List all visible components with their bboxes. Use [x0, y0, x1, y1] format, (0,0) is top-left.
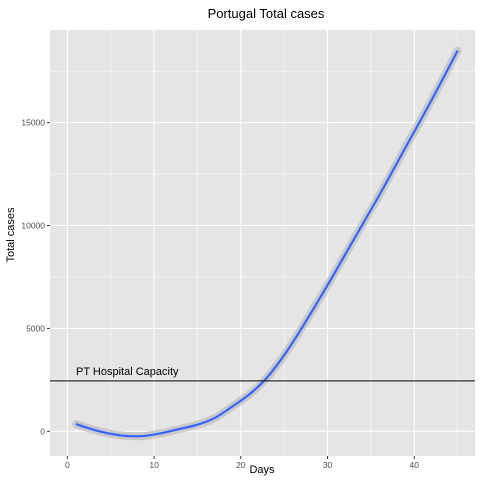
x-axis-title: Days [249, 464, 275, 476]
y-tick-label: 5000 [26, 323, 45, 333]
x-tick-label: 0 [65, 460, 70, 470]
x-tick-label: 30 [323, 460, 333, 470]
grid [50, 30, 475, 456]
y-tick-label: 10000 [21, 221, 45, 231]
y-tick-label: 0 [40, 426, 45, 436]
reference-line-label: PT Hospital Capacity [76, 366, 179, 378]
series-line [75, 50, 459, 438]
axis-ticks: 0 10 20 30 40 0 5000 10000 15000 [21, 118, 419, 470]
reference-line-layer: PT Hospital Capacity [50, 366, 475, 382]
y-tick-label: 15000 [21, 118, 45, 128]
y-axis-title: Total cases [5, 207, 17, 263]
x-tick-label: 20 [236, 460, 246, 470]
plot-panel [50, 30, 475, 456]
chart-title: Portugal Total cases [208, 6, 325, 21]
x-tick-label: 40 [410, 460, 420, 470]
x-tick-label: 10 [149, 460, 159, 470]
series-line-layer [75, 50, 459, 438]
